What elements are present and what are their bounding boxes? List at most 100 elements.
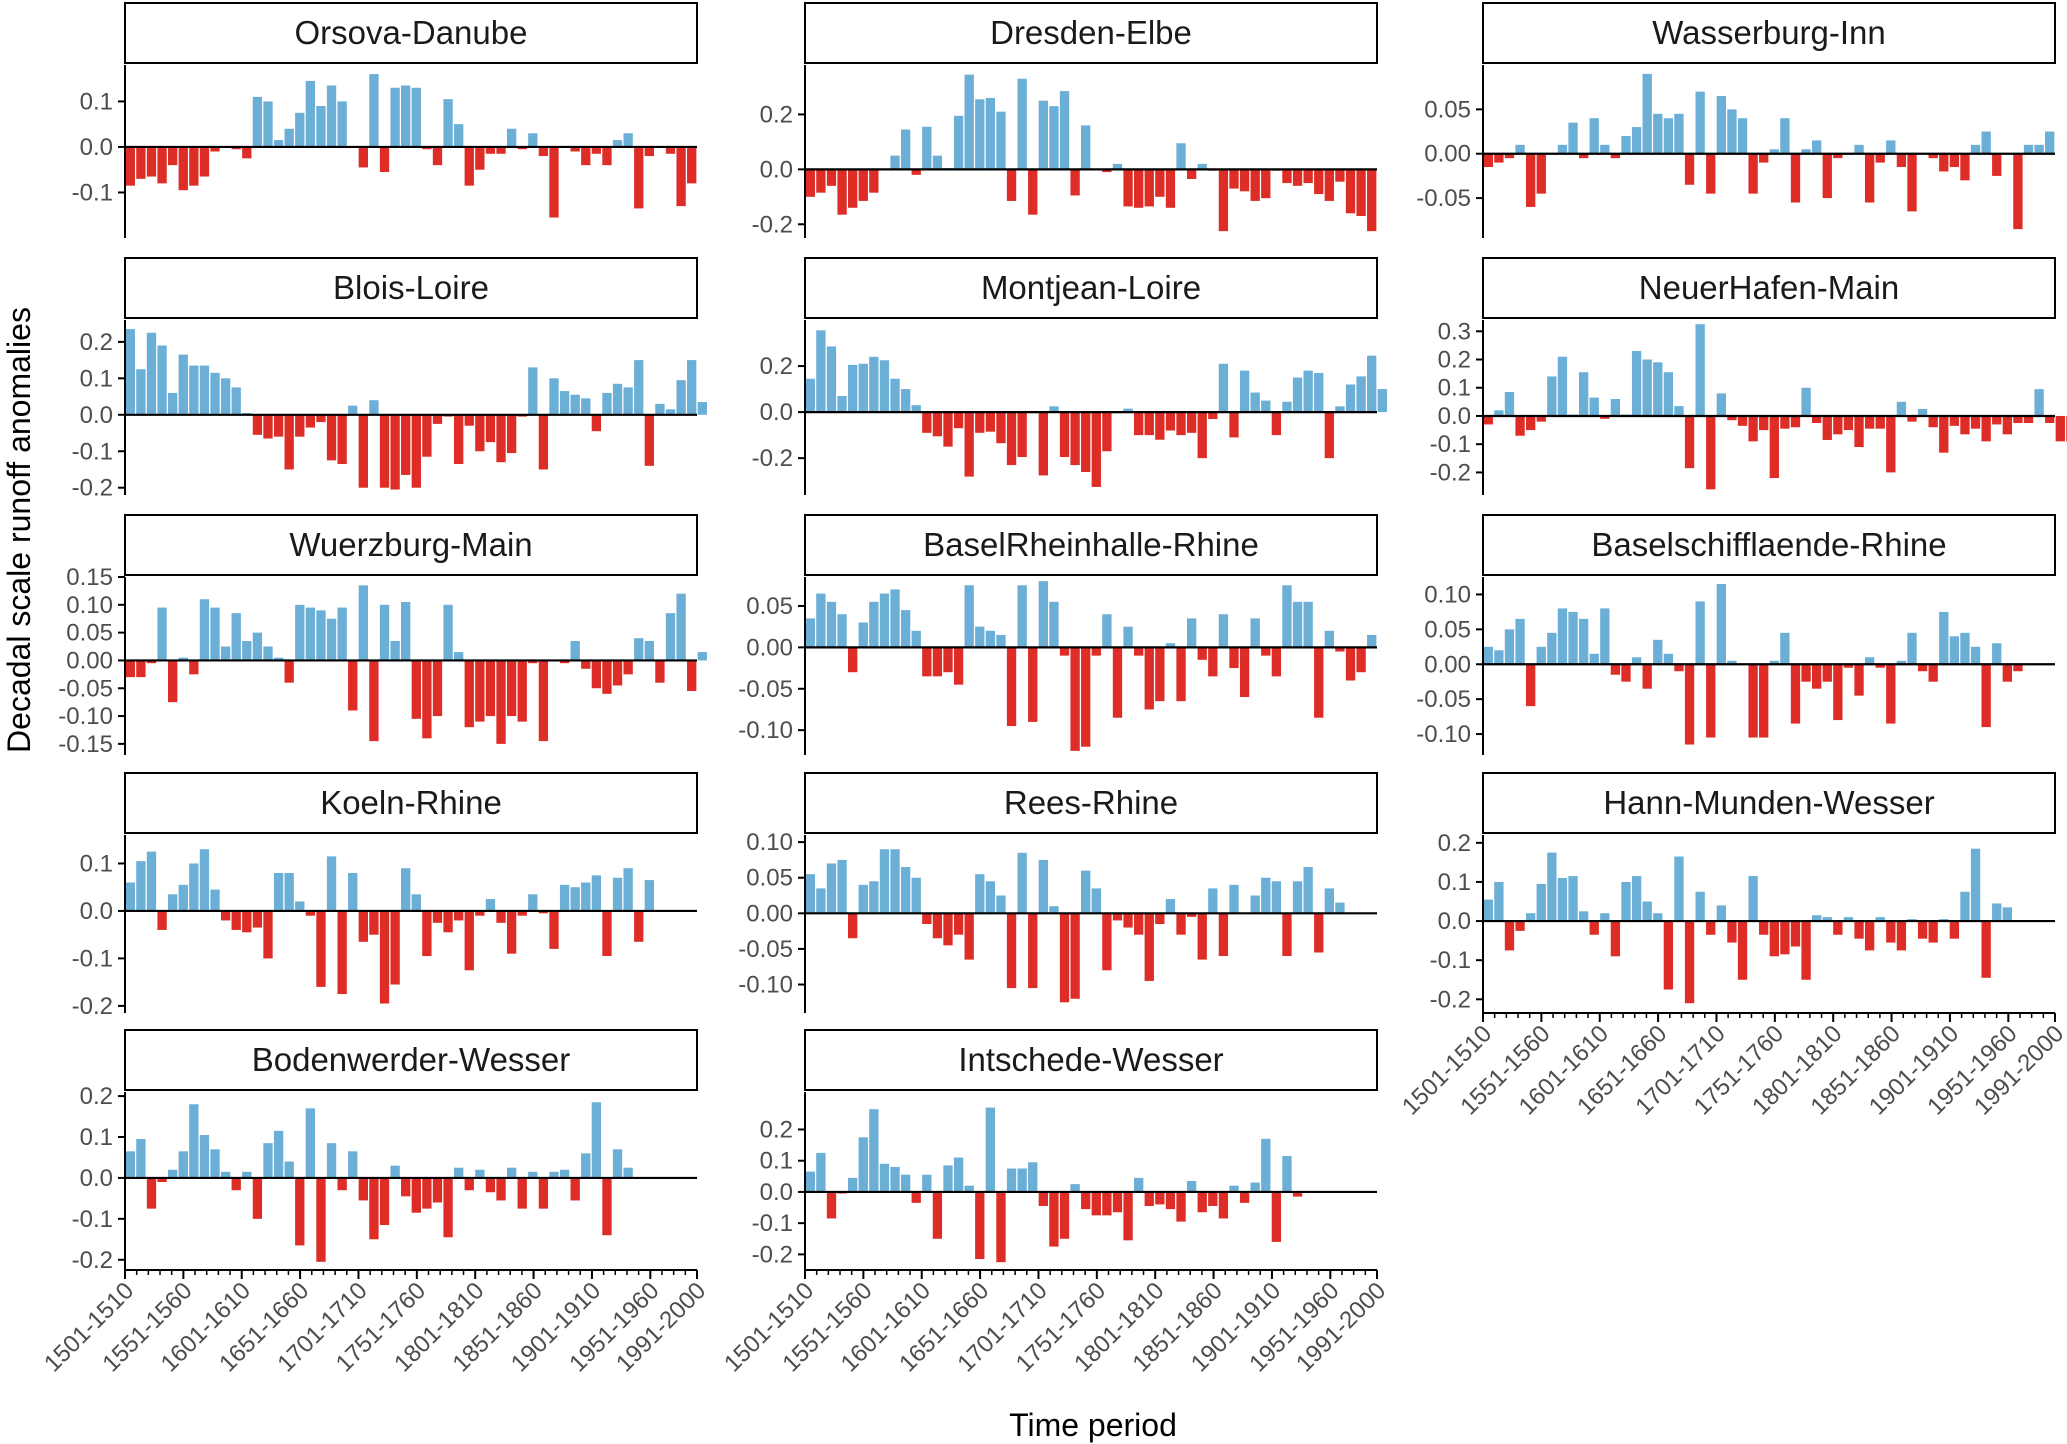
bar [1875, 664, 1885, 668]
bar [295, 604, 305, 661]
bar [1536, 415, 1546, 422]
bar [1557, 878, 1568, 922]
bar [432, 414, 443, 424]
bar [125, 146, 135, 186]
bar [687, 660, 697, 692]
bar [1896, 660, 1907, 665]
bar [517, 910, 527, 916]
bar [665, 613, 676, 661]
bar [932, 412, 943, 437]
bar [1822, 153, 1832, 199]
bar [1218, 913, 1229, 957]
bar [1081, 647, 1091, 747]
bar [1038, 100, 1048, 170]
y-axis-title: Decadal scale runoff anomalies [1, 307, 37, 753]
y-tick-label: -0.1 [72, 945, 113, 972]
bar [1716, 393, 1726, 416]
bar [1769, 921, 1779, 957]
bar [379, 414, 390, 488]
bar [157, 1177, 167, 1183]
y-tick-label: -0.05 [738, 676, 793, 703]
bar [1780, 118, 1790, 154]
facet-panel: Blois-Loire -0.2 -0.1 0.0 0.1 0.2 [72, 257, 707, 502]
bar [1165, 169, 1176, 208]
bar [697, 652, 707, 661]
y-tick-label: 0.1 [80, 850, 113, 877]
y-tick-label: 0.05 [746, 865, 793, 892]
bar [1504, 391, 1515, 416]
y-tick-label: 0.0 [80, 898, 113, 925]
facet-panel: BaselRheinhalle-Rhine -0.10 -0.05 0.00 0.05 [738, 514, 1378, 755]
bar [1621, 881, 1631, 922]
y-tick-label: 0.05 [746, 593, 793, 620]
bar [1303, 169, 1313, 184]
facet-strip [804, 772, 1378, 834]
bar [517, 1177, 527, 1209]
bar [932, 155, 943, 170]
bar [996, 111, 1006, 170]
bar [136, 660, 146, 678]
bar [1504, 629, 1515, 665]
bar [964, 913, 974, 960]
bar [1547, 632, 1557, 665]
bar [869, 601, 879, 648]
bar [390, 87, 400, 147]
bar [1059, 412, 1070, 458]
y-tick-label: 0.2 [760, 101, 793, 128]
y-tick-label: 0.3 [1438, 318, 1471, 345]
bar [1515, 144, 1525, 154]
bar [612, 660, 623, 686]
bar [1208, 1191, 1218, 1206]
bar [168, 146, 178, 166]
bar [1144, 169, 1154, 207]
bar [1081, 1191, 1091, 1210]
bar [634, 638, 644, 661]
bar [379, 910, 390, 1004]
facet-strip [804, 1029, 1378, 1091]
bar [975, 99, 985, 170]
bar [1684, 664, 1695, 745]
bar [252, 1177, 263, 1219]
bar [1600, 144, 1610, 154]
bar [1144, 647, 1154, 710]
bar [1239, 647, 1250, 698]
bar [1155, 913, 1165, 924]
bar [1081, 125, 1091, 170]
bar [943, 412, 953, 447]
bar [1081, 412, 1091, 472]
facet-strip [124, 1029, 698, 1091]
bar [858, 169, 868, 201]
facet-panel: Intschede-Wesser-0.2-0.10.00.10.21501-15… [719, 1029, 1391, 1377]
bar [1960, 891, 1970, 922]
bar [549, 146, 559, 218]
y-tick-label: 0.00 [66, 647, 113, 674]
bar [475, 1169, 485, 1178]
bar [1303, 601, 1313, 648]
bar [369, 400, 379, 415]
bar [136, 861, 146, 911]
y-tick-label: 0.0 [1438, 908, 1471, 935]
bar [1324, 888, 1334, 914]
bar [1939, 611, 1949, 665]
bar [401, 868, 411, 911]
bar [316, 910, 326, 987]
bar [1642, 664, 1652, 689]
bar [1970, 415, 1981, 429]
bar [1367, 634, 1377, 648]
bar [157, 607, 167, 661]
bar [1049, 1191, 1059, 1247]
bar [464, 910, 474, 971]
bar [475, 910, 485, 916]
bar [1631, 876, 1642, 922]
bar [1345, 647, 1356, 681]
bar [1812, 915, 1822, 922]
bar [231, 1177, 241, 1191]
bar [1600, 415, 1610, 419]
bar [1917, 408, 1928, 416]
bar [1155, 1191, 1165, 1205]
bar [475, 146, 485, 170]
bar [1292, 601, 1303, 648]
bar [464, 660, 474, 728]
bar [1123, 169, 1133, 207]
bar [623, 133, 633, 147]
